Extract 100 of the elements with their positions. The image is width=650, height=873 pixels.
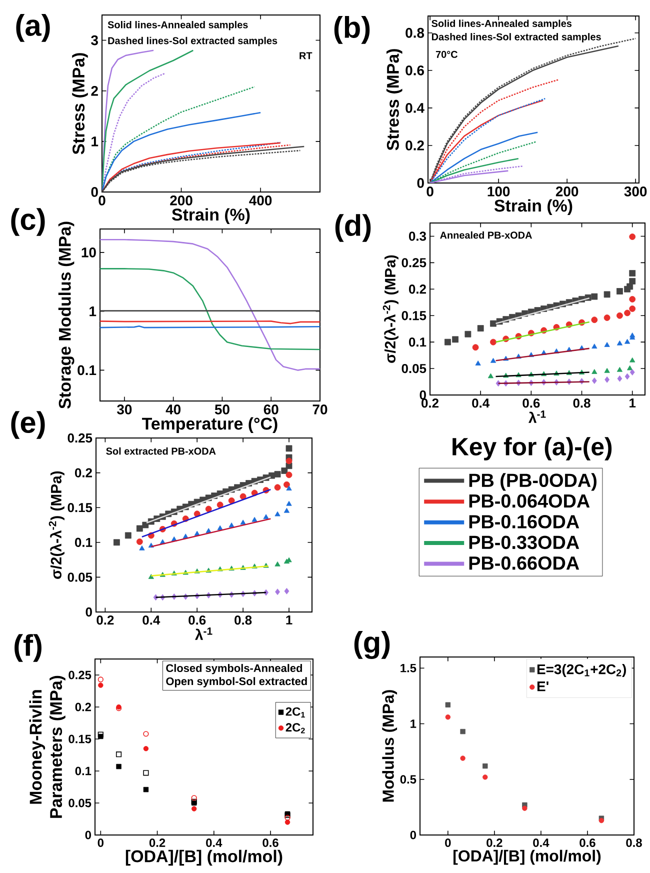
x-tick-label: 200 [170, 196, 192, 206]
y-tick-label: 0.2 [74, 468, 92, 478]
legend-label: 2C$_{1}$ [286, 707, 305, 718]
y-tick-label: 0.15 [68, 503, 92, 512]
y-tick-label: 3 [91, 35, 98, 46]
annotation: Sol extracted PB-xODA [106, 447, 216, 455]
y-tick-label: 0.25 [68, 670, 92, 680]
legend-label: E=3(2C$_{1}$+2C$_{2}$) [537, 664, 626, 677]
y-tick-label: 0.2 [406, 140, 424, 150]
x-tick-label: 0.4 [472, 398, 490, 408]
legend-label: PB-0.66ODA [469, 556, 580, 570]
x-tick-label: 40 [166, 404, 181, 414]
annotation: Dashed lines-Sol extracted samples [108, 36, 278, 46]
y-axis-title: Stress (MPa) [72, 53, 88, 154]
y-axis-title: Stress (MPa) [386, 49, 402, 150]
y-tick-label: 1 [410, 720, 416, 728]
x-tick-label: 0.2 [486, 838, 502, 847]
x-tick-label: 0.8 [573, 398, 590, 408]
y-axis-title: σ/2(λ-λ$^{-2}$) (MPa) [382, 255, 398, 363]
x-tick-label: 0 [98, 838, 104, 847]
y-tick-label: 0.8 [406, 28, 424, 38]
x-axis-title: Strain (%) [494, 199, 572, 216]
x-tick-label: 0.8 [626, 838, 642, 847]
legend-label: PB (PB-0ODA) [469, 473, 596, 491]
annotation: Annealed PB-xODA [440, 231, 532, 239]
x-tick-label: 70 [312, 404, 328, 414]
x-tick-label: 200 [556, 186, 578, 196]
y-tick-label: 0.1 [74, 538, 92, 547]
chart-title: (f) [14, 634, 42, 662]
y-axis-title: Modulus (MPa) [382, 690, 398, 802]
y-tick-label: 0.25 [68, 433, 92, 443]
x-axis-title: Strain (%) [172, 208, 250, 224]
annotation: Dashed lines-Sol extracted samples [432, 33, 601, 42]
annotation: Closed symbols-Annealed [166, 664, 302, 674]
y-tick-label: 0.5 [400, 775, 416, 784]
legend-label: PB-0.064ODA [469, 494, 590, 508]
y-tick-label: 0.05 [402, 364, 426, 374]
x-tick-label: 0.6 [580, 838, 596, 847]
y-tick-label: 0 [420, 390, 426, 400]
y-tick-label: 10 [82, 247, 96, 258]
y-tick-label: 0.15 [68, 734, 92, 744]
y-tick-label: 0.2 [75, 702, 92, 712]
y-tick-label: 0.1 [408, 337, 426, 347]
legend-title: Key for (a)-(e) [452, 437, 612, 460]
y-tick-label: 0.1 [75, 766, 92, 776]
chart-title: (e) [11, 411, 45, 439]
x-tick-label: 0.8 [234, 616, 252, 625]
chart-title: (a) [16, 14, 50, 42]
y-tick-label: 0 [86, 607, 92, 617]
x-tick-label: 1 [286, 616, 292, 624]
y-tick-label: 0 [417, 178, 424, 188]
y-tick-label: 0.6 [406, 65, 424, 76]
chart-title: (g) [354, 631, 390, 659]
x-tick-label: 50 [214, 404, 230, 414]
x-tick-label: 60 [264, 404, 278, 414]
y-tick-label: 0.25 [402, 258, 426, 268]
x-tick-label: 0.6 [188, 616, 206, 625]
x-axis-title: [ODA]/[B] (mol/mol) [126, 850, 282, 866]
x-tick-label: 30 [117, 404, 132, 414]
chart-title: (c) [11, 208, 45, 236]
y-tick-label: 0.3 [408, 232, 426, 241]
x-tick-label: 0 [445, 838, 451, 847]
annotation: Open symbol-Sol extracted [166, 677, 307, 688]
x-tick-label: 0.4 [206, 838, 222, 847]
x-tick-label: 1 [630, 398, 636, 408]
y-tick-label: 1 [90, 306, 96, 316]
x-tick-label: 0 [426, 186, 434, 196]
legend-label: PB-0.33ODA [469, 536, 580, 550]
annotation: 70°C [436, 50, 458, 58]
legend-label: E' [537, 682, 548, 692]
y-tick-label: 0.2 [408, 284, 426, 294]
y-tick-label: 0.15 [402, 311, 426, 320]
x-axis-title: Temperature (°C) [142, 417, 278, 434]
y-tick-label: 0.4 [406, 102, 424, 113]
y-axis-title: Storage Modulus (MPa) [58, 222, 74, 409]
legend-label: PB-0.16ODA [469, 515, 580, 528]
chart-title: (d) [335, 214, 371, 242]
x-axis-title: λ$^{-1}$ [528, 410, 546, 423]
x-tick-label: 0 [98, 196, 106, 206]
x-axis-title: λ$^{-1}$ [195, 628, 212, 640]
y-axis-title: Mooney-Rivlin Parameters (MPa) [29, 676, 66, 818]
x-tick-label: 0.4 [142, 616, 160, 625]
y-tick-label: 0.05 [68, 572, 92, 582]
y-tick-label: 1.5 [400, 664, 416, 672]
y-tick-label: 2 [91, 86, 98, 96]
x-tick-label: 0.2 [149, 838, 166, 847]
x-tick-label: 300 [624, 186, 647, 196]
chart-title: (b) [334, 16, 370, 44]
x-axis-title: [ODA]/[B] (mol/mol) [454, 850, 601, 865]
x-tick-label: 0.6 [262, 838, 278, 847]
y-tick-label: 0 [410, 830, 416, 840]
annotation: Solid lines-Annealed samples [432, 20, 572, 29]
x-tick-label: 0.6 [522, 398, 540, 408]
annotation: RT [300, 52, 312, 60]
x-tick-label: 0.4 [533, 838, 550, 847]
x-tick-label: 100 [488, 186, 510, 196]
annotation: Solid lines-Annealed samples [108, 20, 248, 30]
legend-label: 2C$_{2}$ [286, 723, 305, 734]
y-tick-label: 1 [92, 136, 98, 146]
y-tick-label: 0.1 [78, 365, 96, 376]
